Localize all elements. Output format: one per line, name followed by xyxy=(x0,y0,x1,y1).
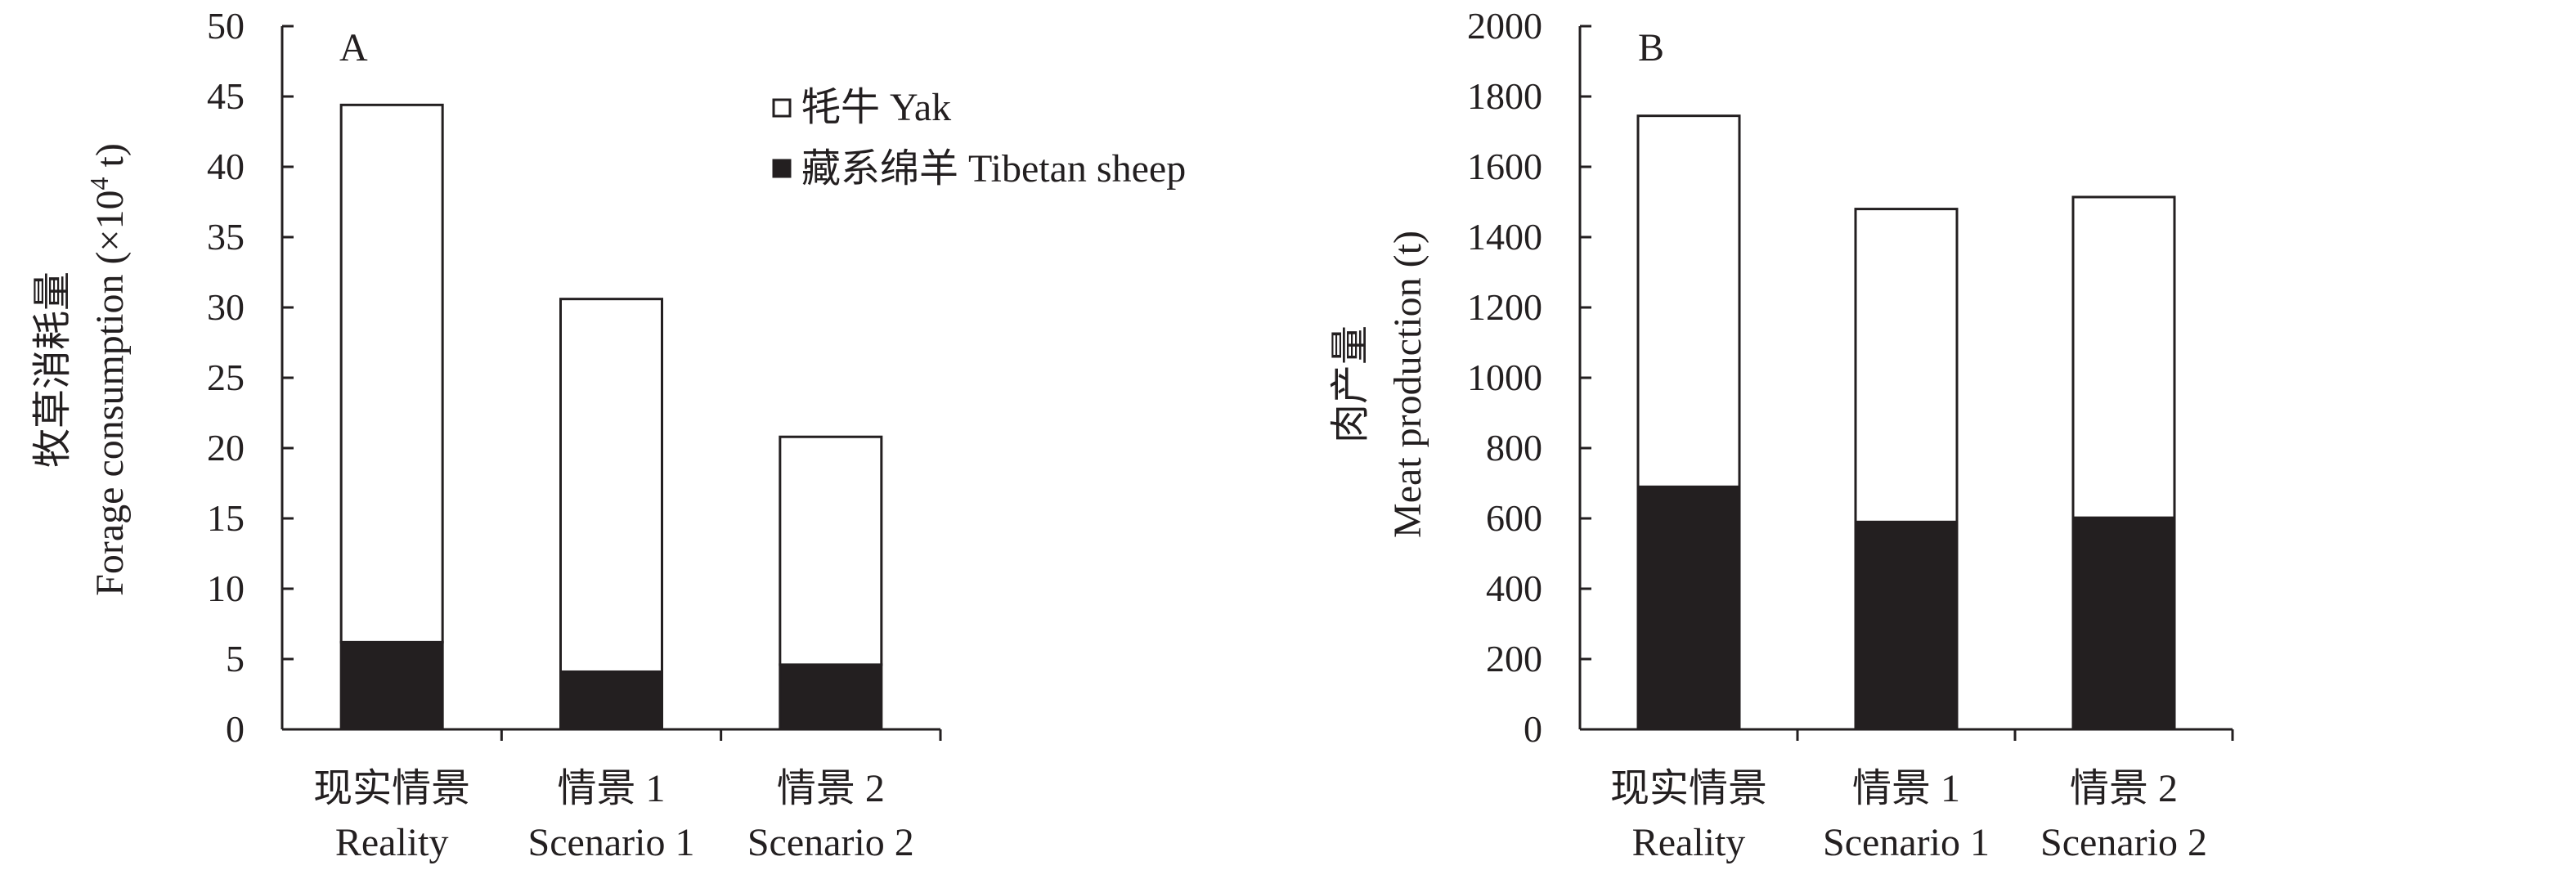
panel-b-y-tick-label: 1600 xyxy=(1467,146,1542,187)
panel-a-category-label-en: Scenario 1 xyxy=(528,821,695,864)
panel-a-y-tick-label: 5 xyxy=(226,638,245,679)
panel-a-category-label-en: Reality xyxy=(335,821,449,864)
panel-b-y-tick-label: 400 xyxy=(1486,567,1542,609)
legend-label-tibetan-sheep: 藏系绵羊 Tibetan sheep xyxy=(801,147,1186,191)
panel-a-bar-tibetan-sheep xyxy=(779,663,883,731)
panel-a-y-tick-label: 0 xyxy=(226,708,245,750)
panel-a-y-axis-label-en-post: t) xyxy=(88,143,132,177)
panel-a-category-label-cn: 情景 1 xyxy=(557,767,665,810)
panel-a-category-label-en: Scenario 2 xyxy=(747,821,914,864)
panel-a-bar-yak xyxy=(779,435,883,666)
panel-b-y-tick-label: 1800 xyxy=(1467,75,1542,117)
panel-b-y-tick-label: 0 xyxy=(1524,708,1542,750)
panel-a-y-tick-label: 40 xyxy=(207,146,245,187)
panel-b-bar-yak xyxy=(1854,208,1959,523)
legend-label-yak: 牦牛 Yak xyxy=(801,86,951,129)
panel-a-legend: 牦牛 Yak 藏系绵羊 Tibetan sheep xyxy=(772,86,1186,191)
panel-a-y-tick-label: 10 xyxy=(207,567,245,609)
panel-b-y-axis-label-cn: 肉产量 xyxy=(1329,325,1372,443)
panel-a-y-tick-label: 30 xyxy=(207,286,245,328)
panel-b-category-label-cn: 情景 2 xyxy=(2070,767,2178,810)
panel-a-bar-yak xyxy=(339,103,444,644)
panel-a-y-tick-label: 35 xyxy=(207,216,245,258)
panel-a-y-axis-label: 牧草消耗量 Forage consumption (×104 t) xyxy=(31,143,132,596)
panel-a-y-tick-label: 15 xyxy=(207,497,245,539)
panel-b-y-tick-label: 1200 xyxy=(1467,286,1542,328)
panel-a-y-tick-label: 45 xyxy=(207,75,245,117)
panel-b-bar-tibetan-sheep xyxy=(2071,516,2176,731)
panel-b-y-tick-label: 2000 xyxy=(1467,5,1542,47)
panel-a-y-tick-label: 20 xyxy=(207,427,245,469)
panel-b-bar-tibetan-sheep xyxy=(1854,520,1959,731)
legend-swatch-tibetan-sheep xyxy=(772,159,792,178)
panel-b-label: B xyxy=(1638,26,1664,70)
panel-a-category-label-cn: 情景 2 xyxy=(777,767,885,810)
panel-b-category-label-en: Scenario 1 xyxy=(1823,821,1990,864)
panel-b-bar-yak xyxy=(1636,114,1741,488)
panel-b-y-axis-label-en: Meat production (t) xyxy=(1386,231,1429,538)
panel-b-category-label-cn: 情景 1 xyxy=(1852,767,1960,810)
panel-a-y-axis-label-cn: 牧草消耗量 xyxy=(31,271,74,468)
panel-b-y-tick-label: 1000 xyxy=(1467,357,1542,398)
panel-a-y-tick-label: 25 xyxy=(207,357,245,398)
panel-b-bar-tibetan-sheep xyxy=(1636,485,1741,731)
panel-b-category-label-en: Reality xyxy=(1632,821,1746,864)
panel-a-bar-tibetan-sheep xyxy=(559,670,663,731)
panel-a-category-label-cn: 现实情景 xyxy=(313,767,470,810)
panel-a-y-axis-label-en-sup: 4 xyxy=(84,177,114,190)
panel-b-bar-yak xyxy=(2071,195,2176,519)
panel-b-y-tick-label: 1400 xyxy=(1467,216,1542,258)
panel-a-y-axis-label-en: Forage consumption (×104 t) xyxy=(84,143,132,596)
panel-b-y-tick-label: 600 xyxy=(1486,497,1542,539)
panel-b-category-label-cn: 现实情景 xyxy=(1610,767,1767,810)
panel-b-y-tick-label: 800 xyxy=(1486,427,1542,469)
panel-b-y-axis-label: 肉产量 Meat production (t) xyxy=(1329,231,1429,538)
panel-a-bar-tibetan-sheep xyxy=(339,640,444,731)
panel-a-bar-yak xyxy=(559,298,663,673)
panel-b: B 肉产量 Meat production (t) 0 200 400 600 800 1… xyxy=(1329,5,2234,864)
panel-a: A 牧草消耗量 Forage consumption (×104 t) 牦牛 Y… xyxy=(31,5,1186,864)
panel-a-y-tick-label: 50 xyxy=(207,5,245,47)
panel-a-label: A xyxy=(339,26,368,70)
panel-b-y-tick-label: 200 xyxy=(1486,638,1542,679)
legend-swatch-yak xyxy=(772,98,792,118)
panel-a-y-axis-label-en-pre: Forage consumption (×10 xyxy=(88,190,132,595)
panel-b-category-label-en: Scenario 2 xyxy=(2040,821,2207,864)
